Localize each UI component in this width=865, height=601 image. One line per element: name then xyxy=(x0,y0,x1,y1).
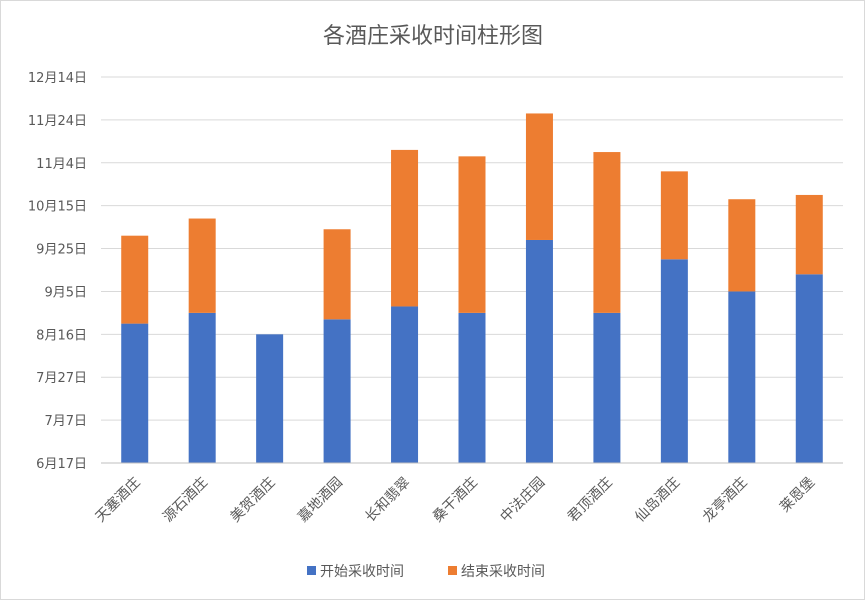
x-tick-label: 美贺酒庄 xyxy=(227,474,279,526)
bar-start-harvest xyxy=(391,306,419,463)
y-tick-label: 10月15日 xyxy=(28,200,87,215)
bar-start-harvest xyxy=(256,334,284,463)
x-tick-label: 源石酒庄 xyxy=(159,474,211,526)
bar-start-harvest xyxy=(728,291,756,463)
bar-start-harvest xyxy=(121,323,149,463)
x-tick-label: 天塞酒庄 xyxy=(92,474,144,526)
bar-end-harvest xyxy=(593,152,621,313)
x-tick-label: 中法庄园 xyxy=(497,474,549,526)
y-tick-label: 7月27日 xyxy=(36,371,87,386)
y-tick-label: 8月16日 xyxy=(36,328,87,343)
bar-start-harvest xyxy=(323,319,351,463)
bar-end-harvest xyxy=(323,229,351,320)
bar-start-harvest xyxy=(188,312,216,463)
bar-end-harvest xyxy=(188,218,216,313)
bar-start-harvest xyxy=(660,259,688,463)
bar-start-harvest xyxy=(525,239,553,463)
y-tick-label: 11月24日 xyxy=(28,114,87,129)
y-tick-label: 6月17日 xyxy=(36,457,87,472)
x-axis-labels: 天塞酒庄 源石酒庄 美贺酒庄 嘉地酒园 长和翡翠 桑干酒庄 中法庄园 君顶酒庄 仙岛酒庄 龙亭酒庄… xyxy=(92,474,818,526)
y-tick-label: 7月7日 xyxy=(44,414,87,429)
y-tick-label: 9月25日 xyxy=(36,243,87,258)
x-tick-label: 长和翡翠 xyxy=(362,475,413,526)
bar-end-harvest xyxy=(391,149,419,307)
x-tick-label: 莱恩堡 xyxy=(777,475,818,516)
bar-end-harvest xyxy=(728,199,756,292)
legend-label: 开始采收时间 xyxy=(320,564,404,580)
y-tick-label: 11月4日 xyxy=(36,157,87,172)
legend-swatch xyxy=(307,566,316,575)
bar-end-harvest xyxy=(458,156,486,313)
legend-swatch xyxy=(448,566,457,575)
bar-end-harvest xyxy=(121,235,149,324)
legend-label: 结束采收时间 xyxy=(461,564,545,580)
x-tick-label: 君顶酒庄 xyxy=(564,474,616,526)
bar-end-harvest xyxy=(660,171,688,260)
bar-start-harvest xyxy=(458,312,486,463)
bar-start-harvest xyxy=(795,274,823,463)
x-tick-label: 仙岛酒庄 xyxy=(632,474,684,526)
x-tick-label: 桑干酒庄 xyxy=(429,474,481,526)
y-tick-label: 12月14日 xyxy=(28,71,87,86)
legend: 开始采收时间 结束采收时间 xyxy=(307,564,545,580)
bar-end-harvest xyxy=(795,194,823,275)
chart-title: 各酒庄采收时间柱形图 xyxy=(323,24,543,49)
x-tick-label: 龙亭酒庄 xyxy=(699,474,751,526)
x-tick-label: 嘉地酒园 xyxy=(295,475,346,526)
bars xyxy=(121,113,823,463)
bar-start-harvest xyxy=(593,312,621,463)
bar-end-harvest xyxy=(525,113,553,240)
y-tick-label: 9月5日 xyxy=(44,285,87,300)
y-axis-ticks: 6月17日 7月7日 7月27日 8月16日 9月5日 9月25日 10月15日 11月4日 1… xyxy=(28,71,87,472)
